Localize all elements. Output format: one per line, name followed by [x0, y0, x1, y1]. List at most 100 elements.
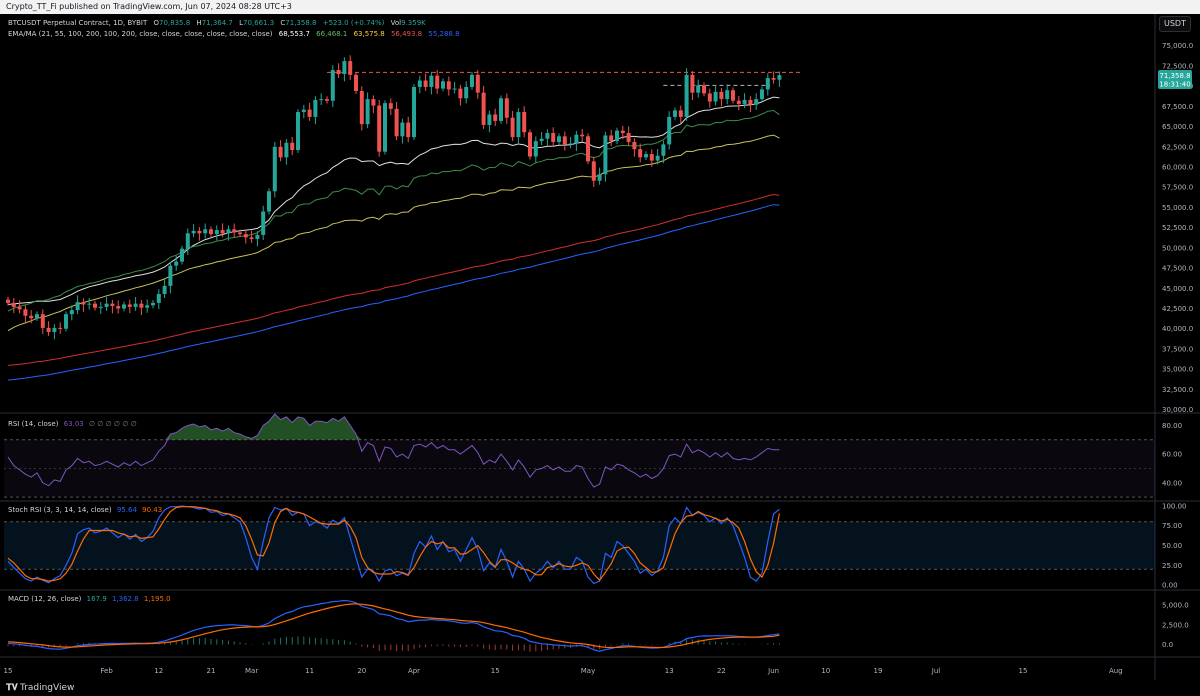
candle-body: [58, 327, 63, 329]
rsi-line: [7, 413, 780, 488]
moving-average-lines: [7, 96, 780, 381]
candle-body: [104, 303, 109, 307]
legend-ema: EMA/MA (21, 55, 100, 200, 100, 200, clos…: [8, 30, 460, 38]
candle-body: [562, 136, 567, 145]
candle-body: [69, 310, 74, 315]
candle-body: [133, 303, 138, 307]
candle-body: [267, 191, 271, 212]
time-tick-label: 20: [357, 667, 366, 675]
time-tick-label: 15: [491, 667, 500, 675]
candle-body: [110, 303, 115, 307]
candle-body: [487, 114, 492, 125]
tradingview-logo-icon: 𝐓𝐕: [6, 683, 18, 693]
candle-body: [586, 136, 590, 162]
candle-body: [319, 99, 324, 101]
time-tick-label: Apr: [408, 667, 420, 675]
rsi-tick-label: 60.00: [1162, 451, 1182, 459]
candle-body: [731, 90, 735, 101]
candle-body: [197, 230, 202, 234]
candle-body: [40, 314, 45, 328]
candle-body: [597, 174, 602, 181]
candle-body: [603, 135, 608, 175]
candle-body: [707, 93, 712, 102]
candle-body: [87, 303, 92, 305]
candle-body: [145, 305, 150, 308]
candle-body: [748, 99, 753, 105]
candle-body: [17, 306, 22, 310]
time-tick-label: 10: [821, 667, 830, 675]
candle-body: [760, 89, 764, 100]
price-tick-label: 72,500.0: [1162, 62, 1193, 70]
candle-body: [325, 99, 329, 101]
price-axis[interactable]: 75,000.072,500.070,000.067,500.065,000.0…: [1162, 42, 1193, 649]
candle-body: [499, 98, 503, 121]
candle-body: [673, 110, 677, 117]
candle-body: [771, 78, 776, 80]
candle-body: [533, 141, 538, 157]
candle-body: [516, 112, 521, 138]
candle-body: [481, 92, 486, 125]
tradingview-brand: TradingView: [20, 683, 75, 693]
time-tick-label: 21: [207, 667, 216, 675]
candle-body: [243, 234, 248, 238]
candle-body: [52, 327, 57, 332]
candle-body: [168, 265, 173, 286]
candle-body: [46, 327, 51, 332]
candle-body: [278, 146, 283, 158]
legend-low: 70,661.3: [243, 19, 274, 27]
candle-body: [725, 90, 730, 100]
candle-body: [23, 309, 28, 316]
macd-tick-label: 5,000.0: [1162, 602, 1189, 610]
legend-ema21: 68,553.7: [279, 30, 310, 38]
candle-body: [307, 109, 312, 117]
candle-body: [493, 114, 498, 121]
candle-body: [626, 133, 631, 142]
time-axis[interactable]: 15 Feb 12 21 Mar 11 20 Apr 15 May 13 22 Jun 10 19 Jul 15…: [4, 667, 1123, 675]
candle-body: [551, 133, 556, 142]
price-tick-label: 65,000.0: [1162, 123, 1193, 131]
stoch-tick-label: 0.00: [1162, 582, 1178, 590]
candle-body: [11, 302, 16, 307]
candle-body: [174, 261, 179, 266]
macd-hist-value: 167.9: [87, 595, 107, 603]
candle-body: [429, 75, 434, 87]
candle-body: [93, 303, 97, 308]
price-tick-label: 52,500.0: [1162, 224, 1193, 232]
legend-ema100: 63,575.8: [354, 30, 385, 38]
candle-body: [696, 85, 701, 93]
candle-body: [203, 229, 208, 234]
candle-body: [75, 302, 80, 311]
candle-body: [412, 86, 416, 138]
bar-countdown-label: 18:31:40: [1159, 81, 1190, 89]
ma200-line: [7, 204, 780, 381]
rsi-placeholders: ∅ ∅ ∅ ∅ ∅ ∅: [89, 420, 137, 428]
rsi-tick-label: 40.00: [1162, 479, 1182, 487]
candle-body: [568, 143, 573, 145]
ema100-line: [7, 134, 780, 332]
candle-body: [417, 80, 422, 87]
candle-body: [615, 130, 619, 142]
price-tick-label: 30,000.0: [1162, 406, 1193, 414]
candle-body: [423, 80, 428, 87]
macd-legend: MACD (12, 26, close) 167.9 1,362.8 1,195…: [8, 595, 171, 603]
time-tick-label: Jun: [767, 667, 779, 675]
pane-borders: [0, 14, 1200, 680]
ema55-line: [7, 109, 780, 312]
rsi-value: 63.03: [64, 420, 84, 428]
candle-body: [191, 230, 196, 234]
candle-body: [464, 86, 469, 99]
candlesticks[interactable]: [6, 55, 782, 340]
time-tick-label: 15: [4, 667, 13, 675]
chart-area[interactable]: 75,000.072,500.070,000.067,500.065,000.0…: [0, 14, 1200, 680]
candle-body: [342, 61, 347, 75]
legend-volume: 9.359K: [401, 19, 426, 27]
candle-body: [29, 315, 34, 319]
candle-body: [736, 100, 741, 104]
candle-body: [719, 91, 724, 100]
candle-body: [539, 138, 544, 142]
candle-body: [667, 116, 672, 145]
candle-body: [678, 110, 683, 117]
price-tick-label: 60,000.0: [1162, 164, 1193, 172]
currency-button[interactable]: USDT: [1159, 16, 1191, 32]
stoch-title: Stoch RSI (3, 3, 14, 14, close): [8, 506, 112, 514]
